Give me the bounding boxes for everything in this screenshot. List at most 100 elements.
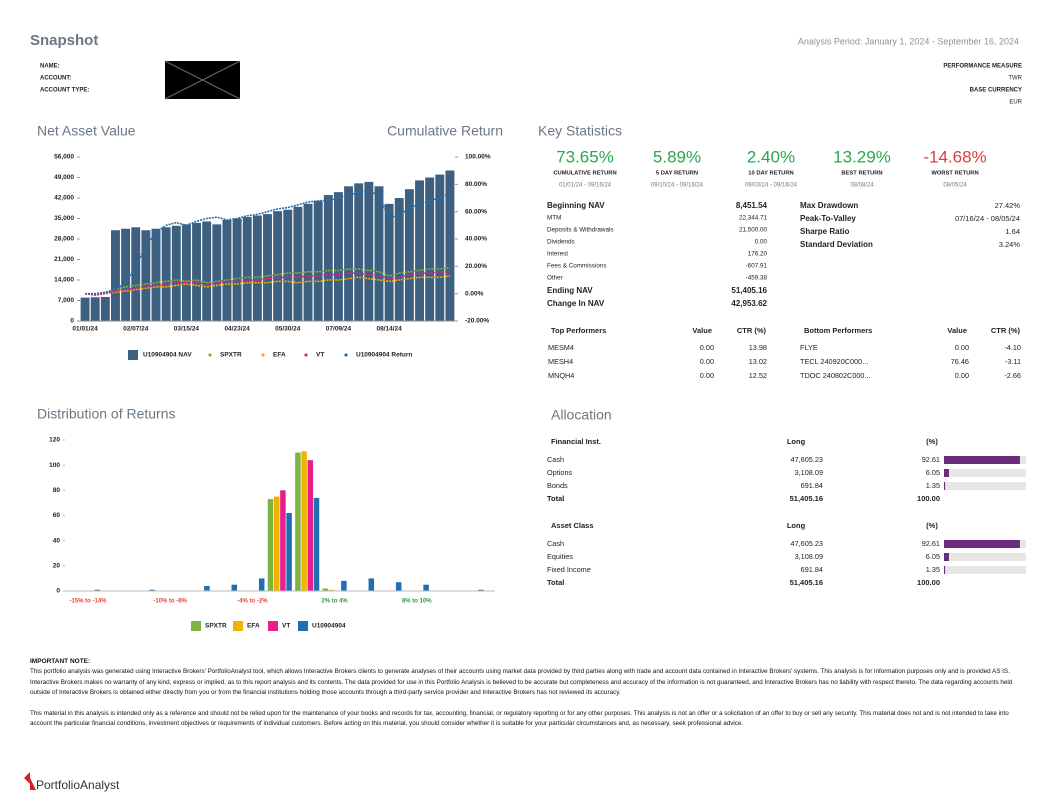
legend-swatch: [261, 353, 265, 357]
performer-name: FLYE: [800, 343, 818, 352]
important-note: IMPORTANT NOTE: This portfolio analysis …: [30, 657, 1020, 739]
dist-bar: [204, 585, 210, 591]
y-tick-label: 49,000: [54, 174, 74, 181]
nav-bar: [252, 215, 262, 321]
note-title: IMPORTANT NOTE:: [30, 658, 91, 665]
legend-swatch: [233, 621, 243, 631]
return-line: [84, 271, 450, 296]
nav-bar: [131, 227, 141, 321]
allocation-total: 100.00: [917, 578, 940, 587]
section-title: Cumulative Return: [387, 123, 503, 139]
dist-bar: [94, 589, 101, 591]
nav-bar: [161, 227, 171, 321]
legend-label: SPXTR: [205, 623, 227, 630]
allocation-total: 51,405.16: [790, 578, 823, 587]
nav-bar: [435, 174, 445, 321]
allocation-bar: [944, 540, 1020, 548]
allocation-total: 51,405.16: [790, 494, 823, 503]
table-header: Long: [787, 521, 806, 530]
dist-bar: [395, 582, 402, 591]
allocation-pct: 92.61: [922, 539, 940, 548]
nav-bar: [90, 297, 100, 321]
legend-swatch: [268, 621, 278, 631]
legend-label: EFA: [247, 623, 260, 630]
risk-row-label: Max Drawdown: [800, 201, 858, 210]
table-header: (%): [926, 521, 938, 530]
nav-row-label: Interest: [547, 251, 568, 258]
nav-bar: [232, 218, 242, 321]
note-paragraph: This material in this analysis is intend…: [30, 709, 1009, 728]
x-tick-label: -10% to -8%: [153, 599, 187, 605]
field-label: NAME:: [40, 64, 60, 70]
y2-tick-label: 100.00%: [465, 154, 491, 161]
table-header: CTR (%): [737, 326, 767, 335]
y2-tick-label: 40.00%: [465, 236, 487, 243]
y2-tick-label: 80.00%: [465, 181, 487, 188]
section-title: Allocation: [551, 407, 612, 423]
nav-bar: [415, 180, 424, 321]
x-tick-label: 07/09/24: [326, 326, 352, 333]
y-tick-label: 35,000: [54, 215, 74, 222]
allocation-bar: [944, 456, 1020, 464]
allocation-bar-bg: [944, 469, 1026, 477]
table-header: Value: [692, 326, 712, 335]
performer-value: 76.46: [951, 357, 969, 366]
nav-bar: [374, 186, 384, 321]
nav-row-value: 8,451.54: [736, 201, 768, 210]
nav-row-value: -459.38: [746, 275, 768, 282]
legend-label: EFA: [273, 352, 286, 359]
performer-value: 0.00: [700, 357, 714, 366]
legend-label: U10904904: [312, 623, 346, 630]
dist-bar: [258, 578, 265, 591]
redacted-cross: [164, 60, 241, 100]
dist-bar: [307, 460, 314, 591]
legend-swatch: [208, 353, 212, 357]
dist-bar: [149, 589, 155, 591]
nav-bar: [181, 224, 191, 321]
performer-value: 0.00: [700, 343, 714, 352]
y-tick-label: 21,000: [54, 256, 74, 263]
x-tick-label: -15% to -14%: [69, 599, 107, 605]
y-tick-label: 42,000: [54, 195, 74, 202]
field-label: PERFORMANCE MEASURE: [943, 64, 1022, 70]
section-title: Distribution of Returns: [37, 406, 176, 422]
stat-period: 01/01/24 - 09/16/24: [559, 183, 612, 189]
performer-name: TDOC 240802C000...: [800, 371, 871, 380]
dist-bar: [273, 496, 280, 591]
dist-bar: [301, 451, 307, 591]
nav-bar: [344, 186, 354, 321]
legend-label: VT: [316, 352, 324, 359]
dist-bar: [286, 512, 292, 591]
performer-ctr: -3.11: [1005, 357, 1021, 366]
note-paragraph: This portfolio analysis was generated us…: [30, 668, 1013, 697]
stat-label: 10 DAY RETURN: [748, 171, 793, 177]
table-header: (%): [926, 437, 938, 446]
nav-row-label: MTM: [547, 215, 561, 222]
nav-row-label: Deposits & Withdrawals: [547, 227, 614, 234]
nav-bar: [263, 214, 272, 321]
legend-swatch: [191, 621, 201, 631]
legend-swatch: [298, 621, 308, 631]
nav-bar: [445, 170, 455, 321]
nav-bar: [242, 217, 252, 321]
performer-value: 0.00: [955, 343, 969, 352]
y-tick-label: 60: [53, 512, 61, 519]
y-tick-label: 7,000: [58, 297, 75, 304]
x-tick-label: -4% to -2%: [237, 599, 268, 605]
allocation-label: Options: [547, 468, 572, 477]
nav-bar: [171, 225, 181, 321]
y-tick-label: 20: [53, 563, 61, 570]
stat-label: BEST RETURN: [841, 171, 882, 177]
y-tick-label: 28,000: [54, 236, 74, 243]
nav-bar: [283, 209, 293, 321]
allocation-label: Equities: [547, 552, 573, 561]
performer-ctr: -4.10: [1004, 343, 1021, 352]
nav-row-label: Change In NAV: [547, 299, 605, 308]
nav-bar: [80, 297, 90, 321]
risk-row-label: Sharpe Ratio: [800, 227, 849, 236]
y-tick-label: 14,000: [54, 277, 74, 284]
allocation-pct: 1.35: [926, 565, 940, 574]
legend-swatch: [304, 353, 308, 357]
nav-bar: [364, 181, 374, 321]
allocation-total: Total: [547, 578, 564, 587]
